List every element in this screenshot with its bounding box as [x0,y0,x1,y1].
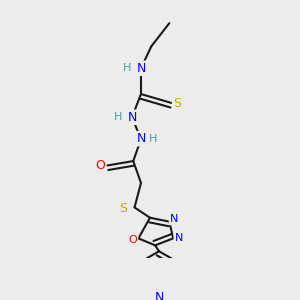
Text: S: S [173,97,181,110]
Text: H: H [114,112,122,122]
Text: N: N [170,214,178,224]
Text: H: H [149,134,157,144]
Text: N: N [136,62,146,75]
Text: S: S [119,202,127,215]
Text: N: N [136,132,146,145]
Text: O: O [95,159,105,172]
Text: H: H [123,63,131,73]
Text: N: N [175,233,183,243]
Text: N: N [127,111,136,124]
Text: O: O [128,235,137,245]
Text: N: N [154,291,164,300]
